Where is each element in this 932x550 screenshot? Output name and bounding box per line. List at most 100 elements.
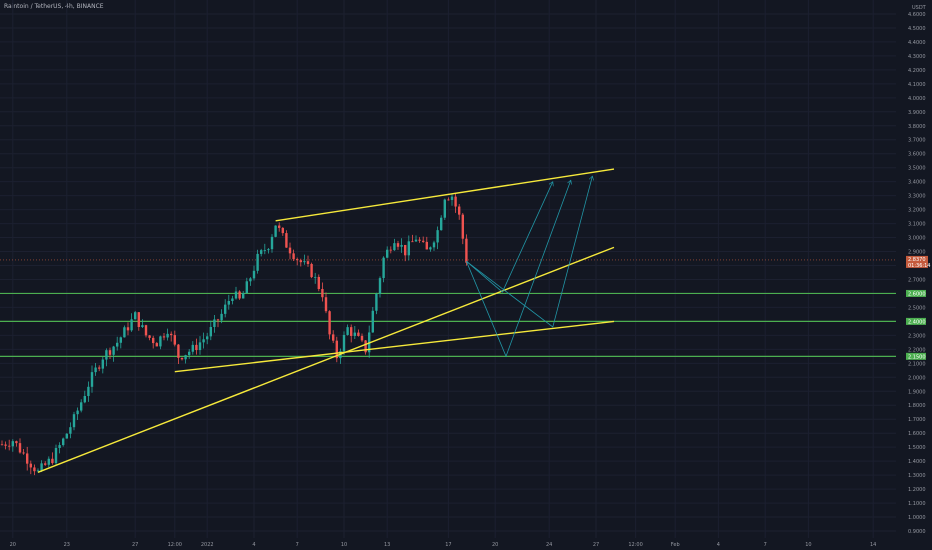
price-tick-label: 1.0000: [908, 515, 926, 521]
currency-label: USDT: [912, 5, 927, 11]
candle-body: [209, 326, 212, 337]
candle-body: [360, 335, 364, 341]
candle-body: [188, 351, 191, 356]
time-axis[interactable]: 20 23 27 12:00 2022 4 7 10 13 17 20 24 27 12:00 Feb 4 7 1…: [0, 538, 932, 550]
price-tick-label: 2.0000: [908, 375, 926, 381]
candle-body: [62, 438, 65, 446]
projection-arrow: [466, 182, 552, 293]
price-tick-label: 1.9000: [908, 389, 926, 395]
projection-arrows: [466, 176, 592, 358]
candle-body: [29, 463, 32, 468]
time-tick-label: 20: [10, 542, 16, 548]
candle-body: [454, 196, 457, 207]
candle-body: [414, 239, 418, 242]
candle-body: [256, 253, 259, 271]
candle-body: [47, 458, 50, 465]
time-tick-label: 4: [717, 542, 720, 548]
candle-body: [335, 340, 338, 359]
candle-body: [72, 414, 76, 428]
price-tick-label: 1.5000: [908, 445, 926, 451]
candle-body: [65, 433, 68, 439]
candle-body: [105, 350, 108, 360]
price-tick-label: 0.9000: [908, 529, 926, 535]
candle-body: [148, 335, 151, 338]
candle-body: [22, 452, 25, 454]
price-tick-label: 3.6000: [908, 152, 926, 158]
candle-body: [429, 247, 432, 250]
horizontal-levels: [0, 259, 896, 357]
candle-body: [346, 327, 349, 335]
candle-body: [447, 199, 450, 201]
time-tick-label: 4: [252, 542, 255, 548]
price-tick-label: 3.3000: [908, 194, 926, 200]
candle-body: [292, 253, 295, 260]
price-tick-label: 3.9000: [908, 110, 926, 116]
candle-body: [332, 334, 335, 341]
candle-body: [119, 337, 122, 343]
candle-body: [94, 367, 97, 373]
candle-body: [342, 334, 346, 352]
candle-body: [51, 458, 54, 464]
time-tick-label: 2022: [201, 542, 214, 548]
candle-body: [306, 261, 310, 264]
candle-body: [184, 355, 187, 360]
candle-body: [450, 196, 454, 200]
candle-body: [155, 343, 158, 347]
time-tick-label: 24: [546, 542, 552, 548]
candle-body: [0, 444, 4, 446]
candle-body: [288, 247, 292, 254]
price-axis[interactable]: 4.6000 4.5000 4.4000 4.3000 4.2000 4.1000 4.00…: [896, 0, 932, 550]
trendlines: [37, 168, 615, 473]
candle-body: [407, 241, 410, 256]
price-tick-label: 3.7000: [908, 138, 926, 144]
level-price-tag: [906, 352, 926, 360]
level-price-tag: [906, 317, 926, 325]
price-tick-label: 4.5000: [908, 26, 926, 32]
price-tick-label: 2.1000: [908, 361, 926, 367]
current-price-countdown: 01:36:14: [908, 263, 930, 269]
candle-body: [310, 263, 313, 278]
candle-body: [134, 312, 137, 320]
price-tick-label: 1.6000: [908, 431, 926, 437]
candle-body: [90, 372, 94, 387]
candle-body: [285, 233, 288, 248]
time-tick-label: 23: [64, 542, 70, 548]
candle-body: [443, 199, 446, 218]
price-tick-label: 3.4000: [908, 180, 926, 186]
time-tick-label: 7: [764, 542, 767, 548]
projection-arrow: [466, 180, 570, 358]
candle-body: [328, 311, 331, 335]
candle-body: [242, 293, 245, 299]
candle-body: [227, 301, 230, 305]
price-tick-label: 1.3000: [908, 473, 926, 479]
candle-body: [465, 238, 468, 263]
time-tick-label: 13: [384, 542, 390, 548]
candle-body: [213, 319, 216, 327]
candle-body: [180, 357, 184, 360]
candle-body: [40, 463, 43, 471]
candle-body: [440, 217, 443, 231]
level-price-tag: [906, 289, 926, 297]
candle-body: [317, 276, 320, 289]
price-tick-label: 1.1000: [908, 501, 926, 507]
candle-body: [231, 298, 234, 302]
candle-body: [206, 336, 209, 340]
time-tick-label: 12:00: [168, 542, 182, 548]
candle-body: [202, 339, 205, 343]
candle-body: [170, 333, 173, 336]
candle-body: [11, 441, 14, 447]
candle-body: [296, 259, 299, 261]
trendline: [174, 320, 615, 373]
price-tick-label: 4.1000: [908, 82, 926, 88]
price-tick-label: 1.2000: [908, 487, 926, 493]
candle-body: [321, 288, 324, 298]
price-tick-label: 4.6000: [908, 12, 926, 18]
price-tick-label: 4.0000: [908, 96, 926, 102]
price-axis-bg: [896, 0, 932, 550]
level-price-tag-label: 2.4000: [908, 319, 926, 325]
candle-body: [44, 463, 47, 465]
level-price-tag-label: 2.1500: [908, 354, 926, 360]
time-tick-label: 10: [805, 542, 811, 548]
time-tick-label: Feb: [671, 542, 680, 548]
